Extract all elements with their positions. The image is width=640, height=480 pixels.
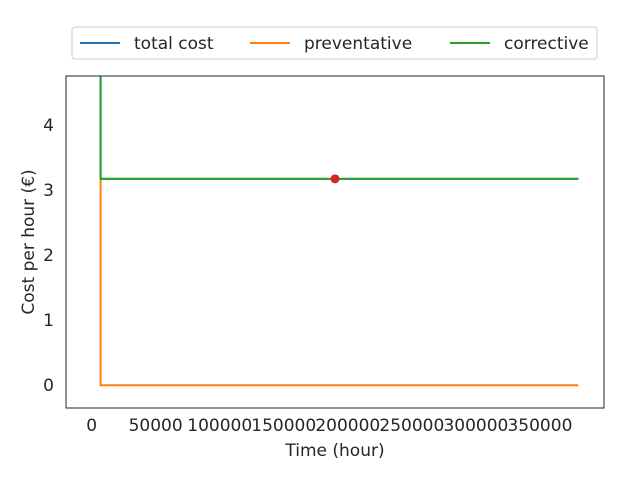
- x-tick-label: 250000: [379, 416, 444, 436]
- y-axis-ticks: 0 1 2 3 4: [43, 116, 54, 396]
- y-axis-label: Cost per hour (€): [19, 169, 39, 314]
- x-tick-label: 100000: [187, 416, 252, 436]
- x-tick-label: 150000: [251, 416, 316, 436]
- y-tick-label: 2: [43, 246, 54, 266]
- x-axis-ticks: 0 50000 100000 150000 200000 250000 300000 3500…: [86, 416, 572, 436]
- legend-frame: [71, 26, 598, 60]
- x-tick-label: 350000: [507, 416, 572, 436]
- legend-label: total cost: [134, 34, 214, 54]
- legend-label: corrective: [504, 34, 589, 54]
- series-line-total-cost: [99, 76, 579, 180]
- y-tick-label: 0: [43, 376, 54, 396]
- x-tick-label: 300000: [443, 416, 508, 436]
- legend: total cost preventative corrective: [71, 26, 598, 60]
- x-tick-label: 50000: [129, 416, 183, 436]
- x-axis-label: Time (hour): [284, 441, 384, 461]
- y-tick-label: 1: [43, 311, 54, 331]
- y-tick-label: 4: [43, 116, 54, 136]
- x-tick-label: 0: [86, 416, 97, 436]
- series-line-preventative: [99, 178, 579, 387]
- series-layer: [99, 76, 579, 387]
- optimum-marker: [330, 174, 340, 184]
- y-tick-label: 3: [43, 181, 54, 201]
- plot-frame: [65, 75, 605, 409]
- series-line-corrective: [99, 76, 579, 180]
- legend-label: preventative: [304, 34, 412, 54]
- x-tick-label: 200000: [315, 416, 380, 436]
